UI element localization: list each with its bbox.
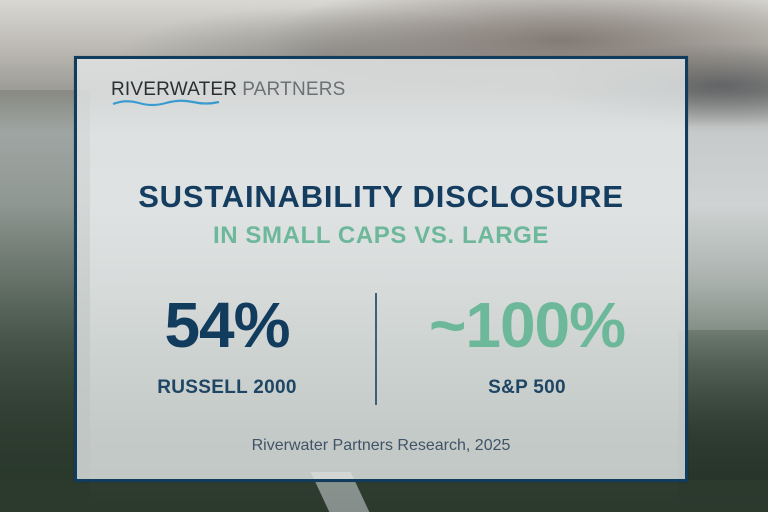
stat-label: S&P 500 bbox=[488, 377, 566, 398]
headline-title: SUSTAINABILITY DISCLOSURE bbox=[138, 179, 624, 214]
brand-logo: RIVERWATER PARTNERS bbox=[111, 79, 346, 107]
stat-russell-2000: 54% RUSSELL 2000 bbox=[77, 293, 377, 399]
brand-name-strong: RIVERWATER bbox=[111, 79, 238, 100]
infographic-card: RIVERWATER PARTNERS SUSTAINABILITY DISCLO… bbox=[74, 56, 688, 482]
source-citation: Riverwater Partners Research, 2025 bbox=[251, 437, 511, 454]
stat-label: RUSSELL 2000 bbox=[157, 377, 297, 398]
stat-value: ~100% bbox=[428, 289, 626, 361]
vertical-divider bbox=[375, 293, 377, 405]
headline-subtitle: IN SMALL CAPS VS. LARGE bbox=[212, 222, 550, 249]
stat-sp-500: ~100% S&P 500 bbox=[377, 293, 677, 399]
stat-value: 54% bbox=[164, 289, 290, 361]
wave-icon bbox=[112, 99, 220, 107]
forest-bottom bbox=[0, 480, 768, 512]
brand-name-light: PARTNERS bbox=[242, 79, 346, 100]
